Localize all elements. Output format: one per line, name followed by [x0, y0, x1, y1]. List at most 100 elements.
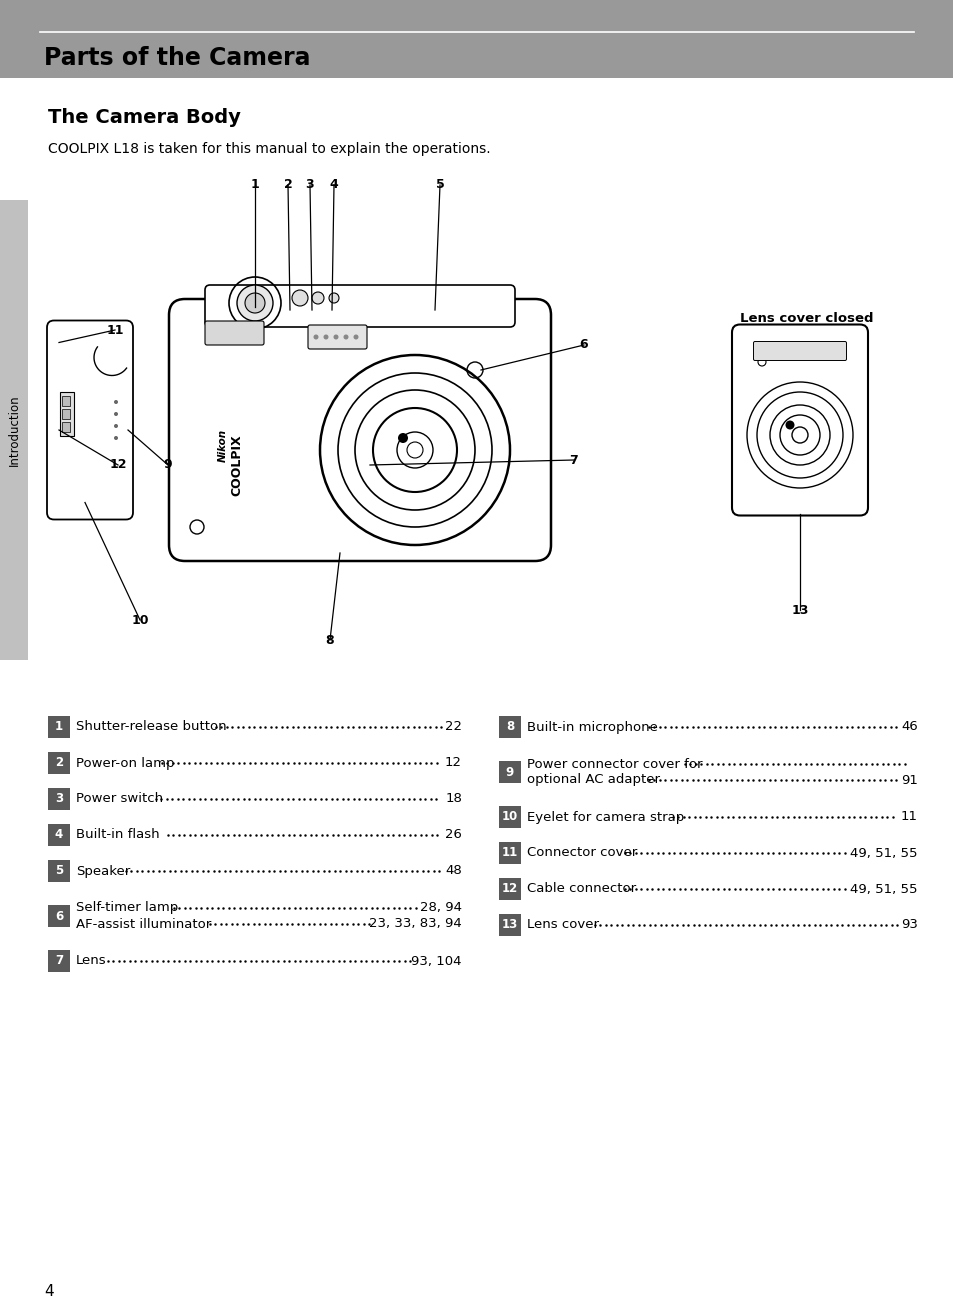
Text: Cable connector: Cable connector [526, 883, 636, 896]
Circle shape [334, 335, 338, 339]
Bar [48, 788, 70, 809]
Text: 23, 33, 83, 94: 23, 33, 83, 94 [369, 917, 461, 930]
FancyBboxPatch shape [205, 321, 264, 346]
Text: 93: 93 [901, 918, 917, 932]
Bar [60, 392, 74, 436]
Text: Speaker: Speaker [76, 865, 131, 878]
Bar [498, 716, 520, 738]
Text: COOLPIX L18 is taken for this manual to explain the operations.: COOLPIX L18 is taken for this manual to … [48, 142, 490, 156]
Text: 12: 12 [444, 757, 461, 770]
Bar [498, 842, 520, 865]
Text: 93, 104: 93, 104 [411, 954, 461, 967]
FancyBboxPatch shape [169, 300, 551, 561]
Text: 18: 18 [445, 792, 461, 805]
Circle shape [292, 290, 308, 306]
Text: 48: 48 [445, 865, 461, 878]
Circle shape [397, 434, 408, 443]
Circle shape [314, 335, 318, 339]
Text: Built-in microphone: Built-in microphone [526, 720, 658, 733]
Text: 28, 94: 28, 94 [419, 901, 461, 915]
Text: 26: 26 [445, 829, 461, 841]
Text: 9: 9 [505, 766, 514, 778]
Bar [48, 716, 70, 738]
Circle shape [312, 292, 324, 304]
Bar [48, 752, 70, 774]
FancyBboxPatch shape [753, 342, 845, 360]
Text: 5: 5 [436, 179, 444, 192]
Circle shape [113, 399, 118, 403]
FancyBboxPatch shape [205, 285, 515, 327]
Text: Lens: Lens [76, 954, 107, 967]
Bar [498, 878, 520, 900]
Text: Introduction: Introduction [8, 394, 20, 465]
Text: 10: 10 [132, 614, 149, 627]
Bar [48, 950, 70, 972]
Bar [48, 859, 70, 882]
Text: Nikon: Nikon [218, 428, 228, 461]
Text: 12: 12 [110, 459, 127, 472]
Text: 9: 9 [164, 459, 172, 472]
Bar [498, 915, 520, 936]
Text: Connector cover: Connector cover [526, 846, 637, 859]
Text: 6: 6 [579, 339, 588, 352]
Circle shape [784, 420, 794, 430]
Text: optional AC adapter: optional AC adapter [526, 774, 659, 787]
Text: AF-assist illuminator: AF-assist illuminator [76, 917, 211, 930]
Text: 22: 22 [444, 720, 461, 733]
Text: 1: 1 [251, 179, 259, 192]
FancyBboxPatch shape [308, 325, 367, 350]
Text: COOLPIX: COOLPIX [231, 434, 243, 495]
Text: 4: 4 [330, 179, 338, 192]
Bar [0, 0, 953, 78]
Text: 1: 1 [55, 720, 63, 733]
Circle shape [245, 293, 265, 313]
Text: 4: 4 [55, 829, 63, 841]
Text: 7: 7 [55, 954, 63, 967]
Text: Power switch: Power switch [76, 792, 163, 805]
Text: 10: 10 [501, 811, 517, 824]
Text: Parts of the Camera: Parts of the Camera [44, 46, 310, 70]
Text: 2: 2 [55, 757, 63, 770]
Bar [498, 761, 520, 783]
Text: 7: 7 [569, 453, 578, 466]
Circle shape [113, 413, 118, 417]
Bar [48, 905, 70, 926]
Text: 46: 46 [901, 720, 917, 733]
Text: 3: 3 [305, 179, 314, 192]
Circle shape [113, 424, 118, 428]
Text: 13: 13 [501, 918, 517, 932]
FancyBboxPatch shape [47, 321, 132, 519]
Text: 8: 8 [505, 720, 514, 733]
Text: Eyelet for camera strap: Eyelet for camera strap [526, 811, 683, 824]
Text: The Camera Body: The Camera Body [48, 108, 240, 127]
Text: Power connector cover for: Power connector cover for [526, 757, 701, 770]
Bar [0, 200, 28, 660]
FancyBboxPatch shape [731, 325, 867, 515]
Text: Self-timer lamp: Self-timer lamp [76, 901, 178, 915]
Text: 12: 12 [501, 883, 517, 896]
Text: 11: 11 [900, 811, 917, 824]
Text: 49, 51, 55: 49, 51, 55 [850, 846, 917, 859]
Text: 6: 6 [55, 909, 63, 922]
Text: 8: 8 [325, 633, 334, 646]
Text: 4: 4 [44, 1285, 53, 1300]
Text: 91: 91 [901, 774, 917, 787]
Text: 49, 51, 55: 49, 51, 55 [850, 883, 917, 896]
Circle shape [113, 436, 118, 440]
Text: Lens cover closed: Lens cover closed [740, 311, 873, 325]
Circle shape [323, 335, 328, 339]
Text: Lens cover: Lens cover [526, 918, 598, 932]
Text: Shutter-release button: Shutter-release button [76, 720, 227, 733]
Circle shape [329, 293, 338, 304]
Text: 11: 11 [501, 846, 517, 859]
Text: Built-in flash: Built-in flash [76, 829, 159, 841]
Bar [498, 805, 520, 828]
Bar [62, 422, 70, 432]
Bar [48, 824, 70, 846]
Text: 11: 11 [106, 323, 124, 336]
Text: 3: 3 [55, 792, 63, 805]
Text: 5: 5 [55, 865, 63, 878]
Circle shape [236, 285, 273, 321]
Circle shape [343, 335, 348, 339]
Text: 2: 2 [283, 179, 292, 192]
